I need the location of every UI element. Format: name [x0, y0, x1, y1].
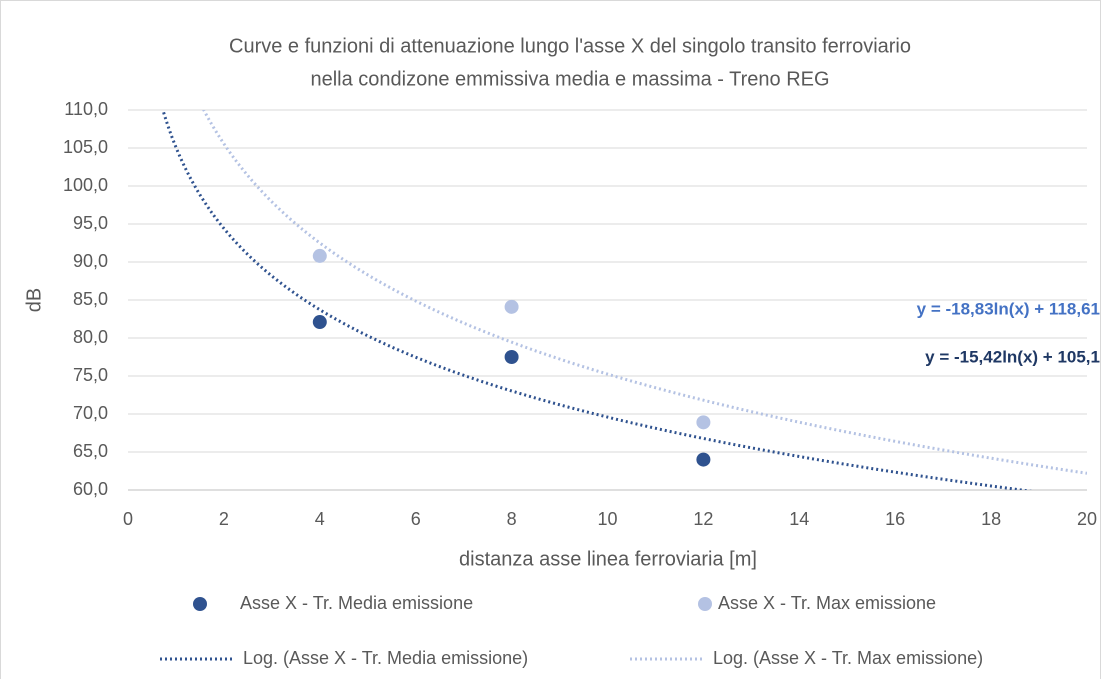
- x-tick-label: 4: [315, 509, 325, 529]
- x-tick-label: 20: [1077, 509, 1097, 529]
- scatter-point: [504, 299, 519, 314]
- legend-label: Asse X - Tr. Media emissione: [240, 593, 473, 613]
- scatter-point: [312, 248, 327, 263]
- x-tick-label: 18: [981, 509, 1001, 529]
- y-tick-label: 105,0: [63, 137, 108, 157]
- legend-label: Log. (Asse X - Tr. Max emissione): [713, 648, 983, 668]
- scatter-point: [696, 452, 711, 467]
- y-tick-label: 90,0: [73, 251, 108, 271]
- chart-title: Curve e funzioni di attenuazione lungo l…: [229, 35, 911, 57]
- y-tick-label: 60,0: [73, 479, 108, 499]
- legend-marker: [698, 597, 712, 611]
- x-tick-label: 6: [411, 509, 421, 529]
- x-tick-label: 2: [219, 509, 229, 529]
- x-tick-label: 14: [789, 509, 809, 529]
- scatter-point: [504, 350, 519, 364]
- x-tick-label: 10: [597, 509, 617, 529]
- x-tick-label: 0: [123, 509, 133, 529]
- legend-label: Log. (Asse X - Tr. Media emissione): [243, 648, 528, 668]
- y-tick-label: 80,0: [73, 327, 108, 347]
- x-tick-label: 8: [507, 509, 517, 529]
- chart-title: nella condizone emmissiva media e massim…: [310, 68, 829, 90]
- y-tick-label: 110,0: [64, 99, 108, 119]
- scatter-point: [696, 415, 711, 430]
- trendline-equation: y = -15,42ln(x) + 105,1: [925, 347, 1100, 366]
- x-axis-label: distanza asse linea ferroviaria [m]: [459, 548, 757, 570]
- scatter-point: [312, 315, 327, 330]
- y-tick-label: 95,0: [73, 213, 108, 233]
- y-tick-label: 100,0: [63, 175, 108, 195]
- y-axis-label: dB: [23, 288, 45, 312]
- legend-label: Asse X - Tr. Max emissione: [718, 593, 936, 613]
- x-tick-label: 12: [693, 509, 713, 529]
- trendline: [161, 110, 1033, 490]
- y-tick-label: 70,0: [73, 403, 108, 423]
- y-tick-label: 85,0: [73, 289, 108, 309]
- y-tick-label: 65,0: [73, 441, 108, 461]
- trendline-equation: y = -18,83ln(x) + 118,61: [917, 299, 1100, 318]
- y-tick-label: 75,0: [73, 365, 108, 385]
- x-tick-label: 16: [885, 509, 905, 529]
- legend-marker: [193, 597, 207, 611]
